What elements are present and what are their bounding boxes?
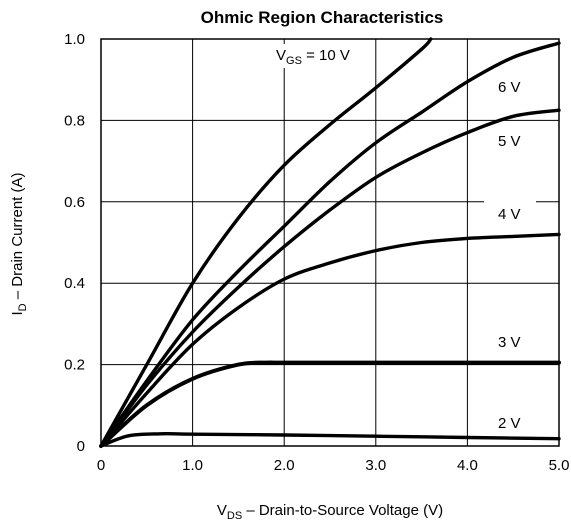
label-subscript: DS xyxy=(227,510,242,522)
series-line-6v xyxy=(99,41,561,448)
y-tick-label: 0 xyxy=(77,438,85,455)
y-tick-label: 1.0 xyxy=(64,31,85,48)
x-ticks: 0 1.0 2.0 3.0 4.0 5.0 xyxy=(97,457,570,474)
label-main: V xyxy=(276,47,286,64)
grid xyxy=(101,39,559,446)
y-ticks: 0 0.2 0.4 0.6 0.8 1.0 xyxy=(64,31,85,455)
label-text: 2 V xyxy=(498,415,521,432)
label-text: 4 V xyxy=(498,206,521,223)
plot-frame xyxy=(100,38,560,447)
curve-label-4v: 4 V xyxy=(498,206,521,223)
y-axis-label: ID – Drain Current (A) xyxy=(9,173,29,316)
series-lines xyxy=(99,37,561,448)
x-tick-label: 4.0 xyxy=(457,457,478,474)
label-text: 6 V xyxy=(498,79,521,96)
label-text: – Drain Current (A) xyxy=(9,173,26,304)
x-tick-label: 0 xyxy=(97,457,105,474)
curve-label-background xyxy=(490,331,526,353)
curve-label-2v: 2 V xyxy=(498,415,521,432)
x-tick-label: 5.0 xyxy=(549,457,570,474)
label-text: – Drain-to-Source Voltage (V) xyxy=(242,502,443,519)
label-text: 3 V xyxy=(498,334,521,351)
curve-label-5v: 5 V xyxy=(498,133,521,150)
curve-label-6v: 6 V xyxy=(498,79,521,96)
label-main: I xyxy=(9,311,26,315)
series-line-3v xyxy=(99,360,561,448)
chart-title: Ohmic Region Characteristics xyxy=(201,8,444,27)
label-text: = 10 V xyxy=(302,47,350,64)
curve-labels: VGS = 10 V 6 V 5 V 4 V 3 V 2 V xyxy=(270,44,536,434)
label-subscript: GS xyxy=(286,55,302,67)
x-axis-label: VDS – Drain-to-Source Voltage (V) xyxy=(217,502,443,522)
curve-label-background xyxy=(270,44,368,68)
series-line-5v xyxy=(99,108,561,448)
curve-label-background xyxy=(490,76,526,98)
series-line-2v xyxy=(99,432,561,448)
y-tick-label: 0.8 xyxy=(64,112,85,129)
label-main: V xyxy=(217,502,227,519)
x-tick-label: 3.0 xyxy=(365,457,386,474)
label-subscript: D xyxy=(17,303,29,311)
series-line-4v xyxy=(99,232,561,448)
y-tick-label: 0.2 xyxy=(64,357,85,374)
curve-label-background xyxy=(484,190,536,228)
series-line-10v xyxy=(99,37,433,448)
curve-label-3v: 3 V xyxy=(498,334,521,351)
curve-label-10v: VGS = 10 V xyxy=(276,47,350,67)
x-tick-label: 1.0 xyxy=(182,457,203,474)
y-tick-label: 0.4 xyxy=(64,275,85,292)
x-tick-label: 2.0 xyxy=(274,457,295,474)
curve-label-background xyxy=(490,130,526,152)
curve-label-background xyxy=(490,412,526,434)
label-text: 5 V xyxy=(498,133,521,150)
y-tick-label: 0.6 xyxy=(64,194,85,211)
